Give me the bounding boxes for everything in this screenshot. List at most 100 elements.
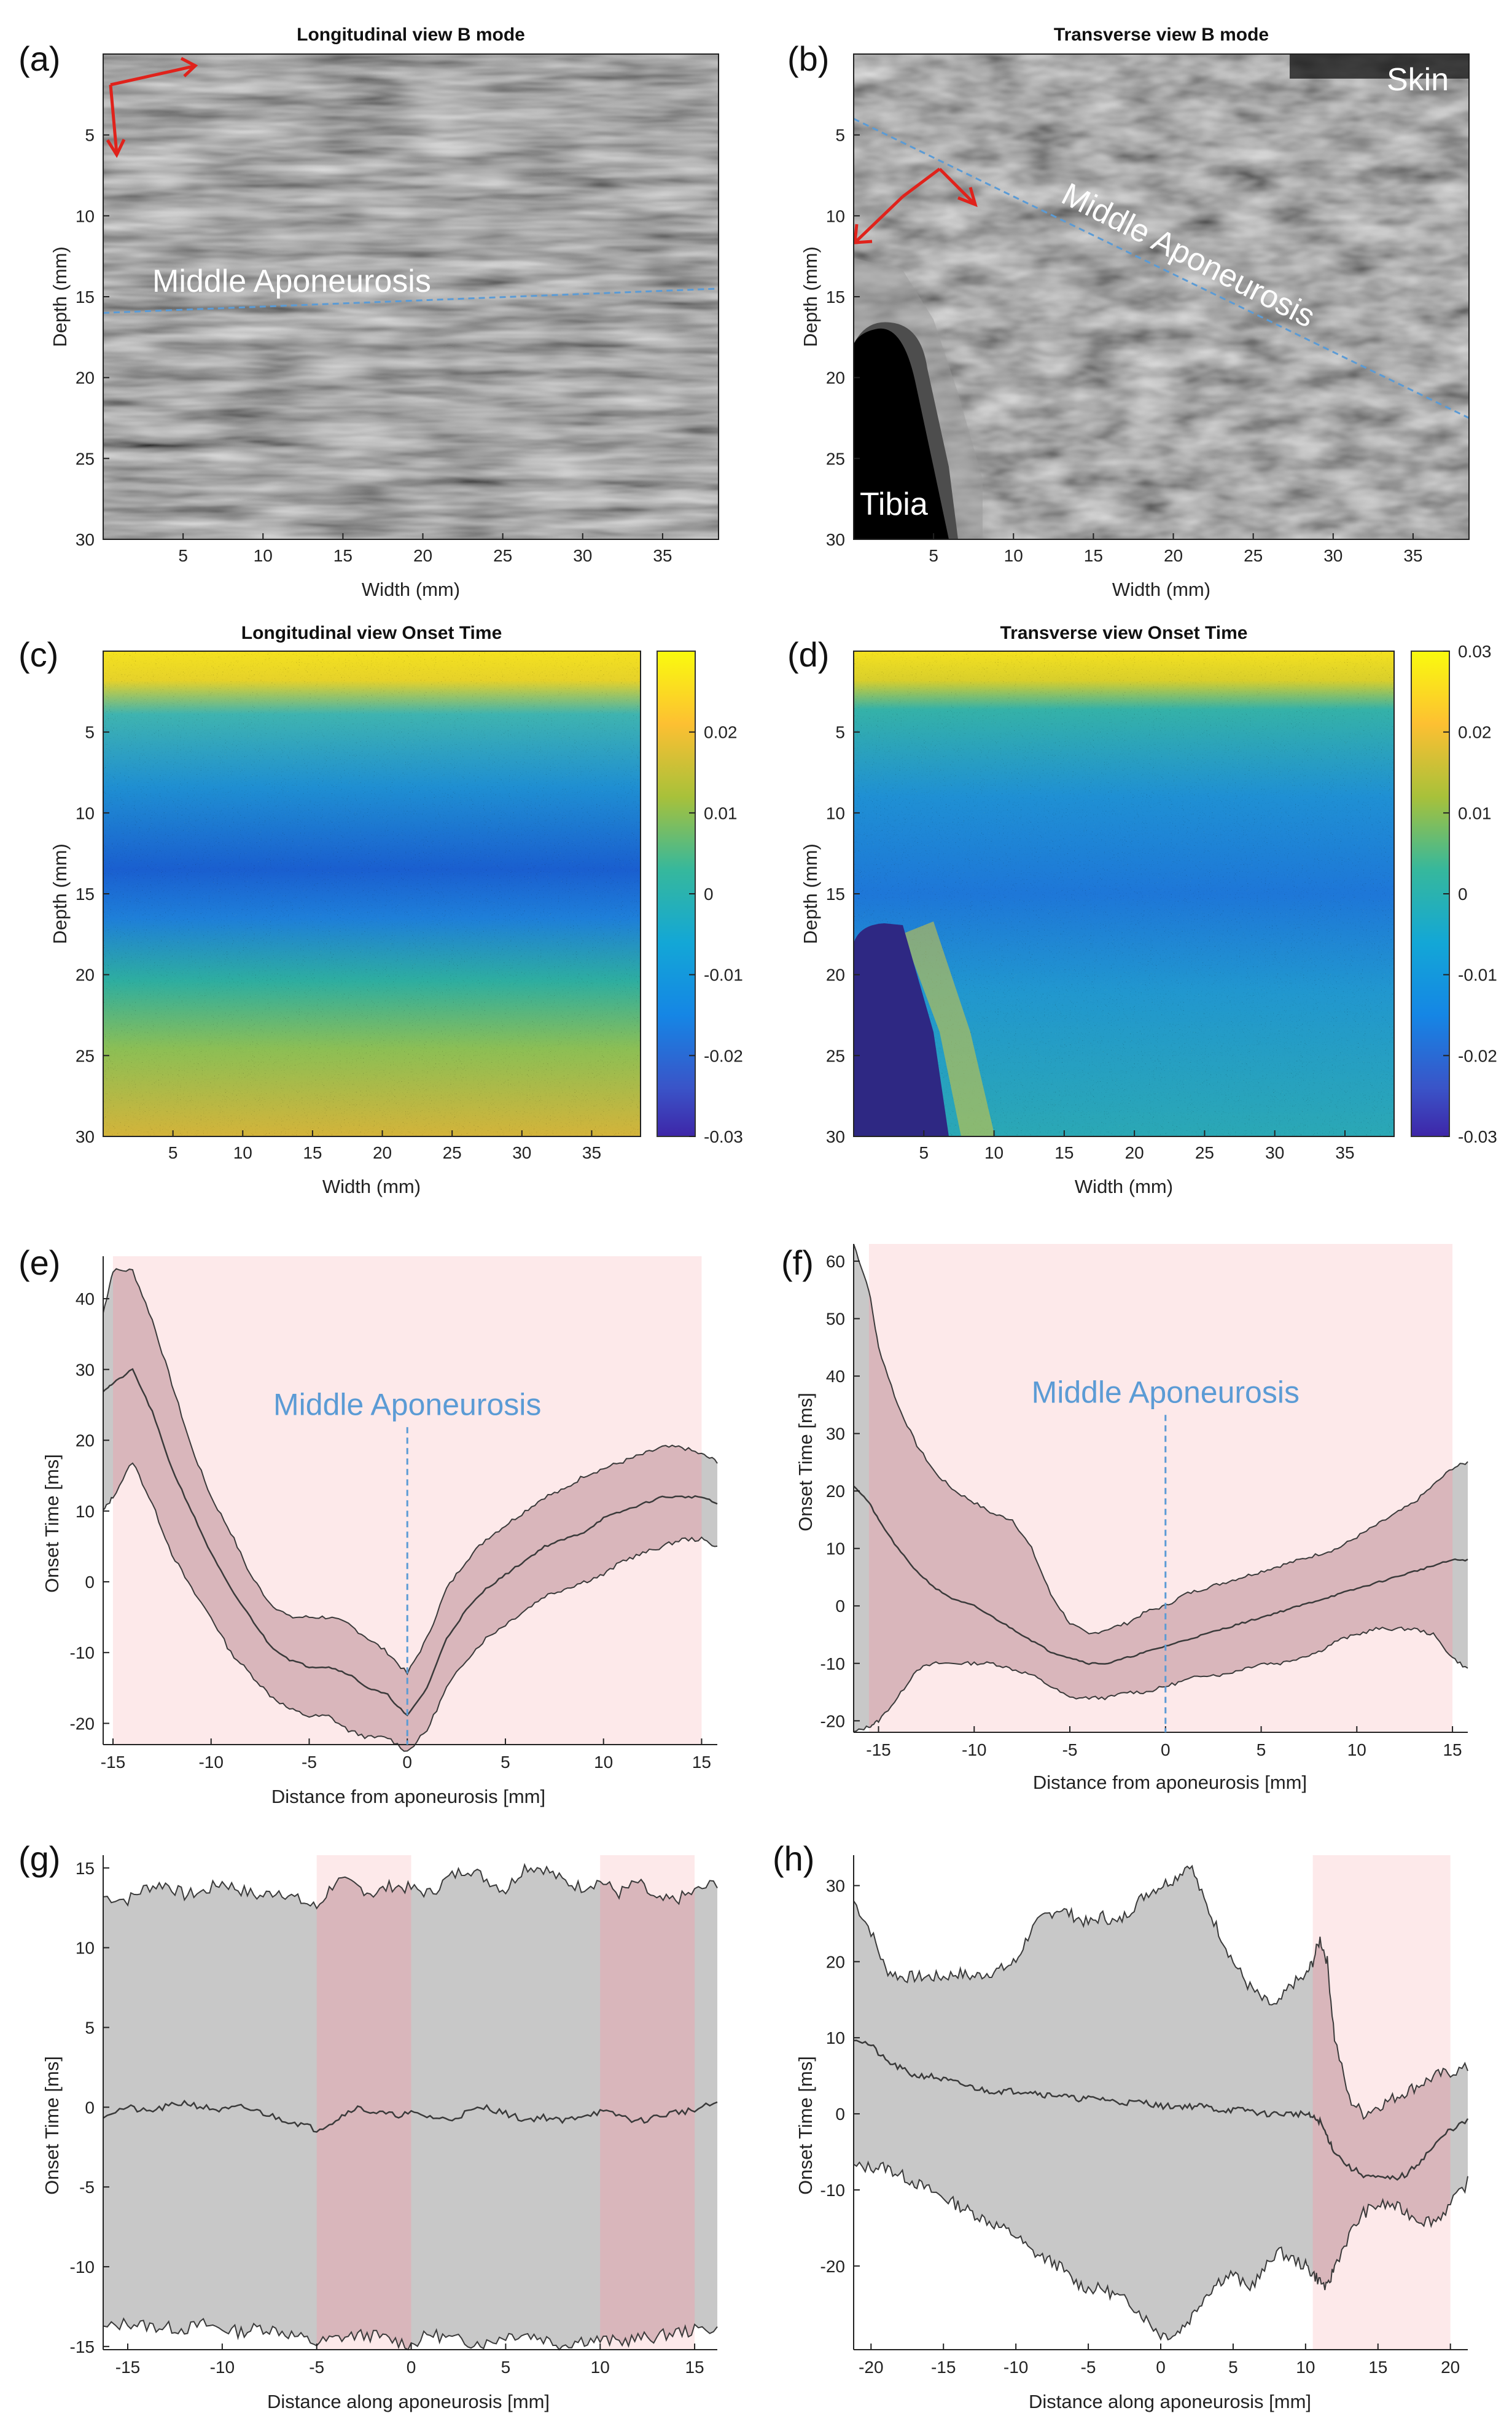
plot-f: -15 -10 -5 0 5 10 15 -20 -10 0 10 20 30 40 50 60 — [820, 1243, 1468, 1759]
y-tick-label: 15 — [76, 885, 95, 904]
axes-a: 5 10 15 20 25 30 35 5 10 15 20 25 30 — [76, 53, 719, 565]
y-tick-label: 0 — [835, 1597, 845, 1616]
colorbar-ticks-d: 0.03 0.02 0.01 0 -0.01 -0.02 -0.03 — [1443, 642, 1497, 1146]
x-tick-label: -10 — [1003, 2358, 1028, 2377]
x-tick-label: 10 — [1296, 2358, 1315, 2377]
x-tick-label: -5 — [1081, 2358, 1096, 2377]
x-tick-label: 10 — [1347, 1740, 1366, 1759]
x-tick-label: 35 — [1335, 1143, 1354, 1162]
lower-bound-line — [853, 1626, 1468, 1732]
y-tick-label: 10 — [826, 2028, 845, 2047]
x-tick-label: 25 — [1195, 1143, 1214, 1162]
lower-bound-line — [103, 2317, 718, 2351]
y-tick-label: 5 — [85, 126, 95, 145]
y-tick-label: 30 — [76, 1127, 95, 1146]
colorbar-tick-label: -0.01 — [1458, 966, 1497, 985]
x-tick-label: 30 — [1265, 1143, 1284, 1162]
colorbar-tick-label: 0.03 — [1458, 642, 1492, 661]
xlabel-e: Distance from aponeurosis [mm] — [271, 1786, 545, 1807]
x-tick-label: 5 — [501, 2358, 511, 2377]
ylabel-g: Onset Time [ms] — [41, 2056, 63, 2195]
colorbar-tick-label: -0.03 — [1458, 1127, 1497, 1146]
panel-f-label: (f) — [781, 1243, 814, 1282]
y-tick-label: 5 — [835, 126, 845, 145]
ylabel-a: Depth (mm) — [49, 246, 71, 347]
panel-c-title: Longitudinal view Onset Time — [241, 623, 502, 643]
colorbar-ticks-c: 0.02 0.01 0 -0.01 -0.02 -0.03 — [689, 723, 743, 1146]
y-tick-label: 20 — [826, 1482, 845, 1501]
x-tick-label: -15 — [115, 2358, 140, 2377]
y-tick-label: 10 — [826, 206, 845, 225]
panel-b-label: (b) — [787, 39, 829, 78]
xlabel-d: Width (mm) — [1075, 1176, 1173, 1197]
ylabel-h: Onset Time [ms] — [795, 2056, 816, 2195]
annotation-a: Middle Aponeurosis — [152, 264, 431, 299]
x-tick-label: 10 — [1004, 546, 1023, 565]
x-tick-label: 35 — [1403, 546, 1422, 565]
colorbar-tick-label: 0.02 — [1458, 723, 1492, 742]
y-tick-label: 20 — [826, 369, 845, 388]
y-tick-label: 15 — [76, 1859, 95, 1878]
panel-g-label: (g) — [18, 1839, 60, 1878]
x-tick-label: 35 — [582, 1143, 601, 1162]
y-tick-label: 25 — [826, 449, 845, 468]
x-tick-label: 20 — [1125, 1143, 1144, 1162]
xlabel-c: Width (mm) — [322, 1176, 421, 1197]
y-tick-label: 30 — [826, 1877, 845, 1896]
plot-h: -20 -15 -10 -5 0 5 10 15 20 -20 -10 0 10 20 30 — [820, 1855, 1469, 2377]
mean-line — [103, 1367, 718, 1717]
panel-a-label: (a) — [18, 39, 60, 78]
y-tick-label: 25 — [76, 449, 95, 468]
x-tick-label: 10 — [591, 2358, 610, 2377]
mean-line — [853, 2039, 1469, 2181]
x-tick-label: 0 — [1161, 1740, 1171, 1759]
x-tick-label: 20 — [1441, 2358, 1460, 2377]
tibia-label: Tibia — [860, 487, 928, 522]
skin-label: Skin — [1387, 62, 1449, 98]
ylabel-d: Depth (mm) — [800, 843, 821, 944]
ylabel-e: Onset Time [ms] — [41, 1454, 63, 1593]
x-tick-label: -15 — [101, 1753, 125, 1772]
x-tick-label: 5 — [1228, 2358, 1238, 2377]
y-tick-label: -20 — [70, 1714, 95, 1733]
y-tick-label: 5 — [85, 723, 95, 742]
x-tick-label: 10 — [233, 1143, 252, 1162]
y-tick-label: 20 — [826, 966, 845, 985]
x-tick-label: 25 — [1244, 546, 1263, 565]
x-tick-label: 10 — [254, 546, 273, 565]
x-tick-label: -5 — [1062, 1740, 1078, 1759]
y-tick-label: 30 — [76, 530, 95, 549]
y-tick-label: 20 — [826, 1952, 845, 1971]
y-tick-label: -5 — [79, 2178, 95, 2197]
x-tick-label: 30 — [1323, 546, 1342, 565]
aponeurosis-dash — [103, 287, 719, 314]
panel-e-label: (e) — [18, 1243, 60, 1282]
colorbar-tick-label: 0.01 — [704, 803, 738, 823]
x-tick-label: 35 — [653, 546, 672, 565]
upper-bound-line — [853, 1864, 1468, 2121]
y-tick-label: -20 — [820, 1711, 845, 1730]
plot-e: -15 -10 -5 0 5 10 15 -20 -10 0 10 20 30 40 — [70, 1256, 718, 1772]
y-tick-label: 25 — [826, 1046, 845, 1065]
axes-d: 5 10 15 20 25 30 35 5 10 15 20 25 30 — [826, 651, 1395, 1162]
axes-b: 5 10 15 20 25 30 35 5 10 15 20 25 30 — [826, 53, 1470, 565]
colorbar-tick-label: 0 — [1458, 885, 1468, 904]
panel-g: (g) -15 -10 -5 0 5 10 15 -15 -10 -5 0 5 10 15 Distanc… — [18, 1839, 718, 2412]
colorbar-tick-label: 0.02 — [704, 723, 738, 742]
x-tick-label: -10 — [962, 1740, 986, 1759]
panel-b-title: Transverse view B mode — [1054, 25, 1269, 45]
panel-h-label: (h) — [773, 1839, 814, 1878]
y-tick-label: 15 — [826, 885, 845, 904]
x-tick-label: -5 — [302, 1753, 317, 1772]
y-tick-label: 10 — [76, 1939, 95, 1958]
x-tick-label: 0 — [402, 1753, 412, 1772]
skin-dark-band — [1290, 54, 1469, 79]
tibia-shadow — [854, 258, 983, 539]
x-tick-label: 20 — [413, 546, 432, 565]
x-tick-label: 15 — [1443, 1740, 1462, 1759]
y-tick-label: 0 — [835, 2105, 845, 2124]
x-tick-label: 15 — [692, 1753, 711, 1772]
y-tick-label: -10 — [820, 1654, 845, 1673]
y-tick-label: 5 — [85, 2018, 95, 2037]
